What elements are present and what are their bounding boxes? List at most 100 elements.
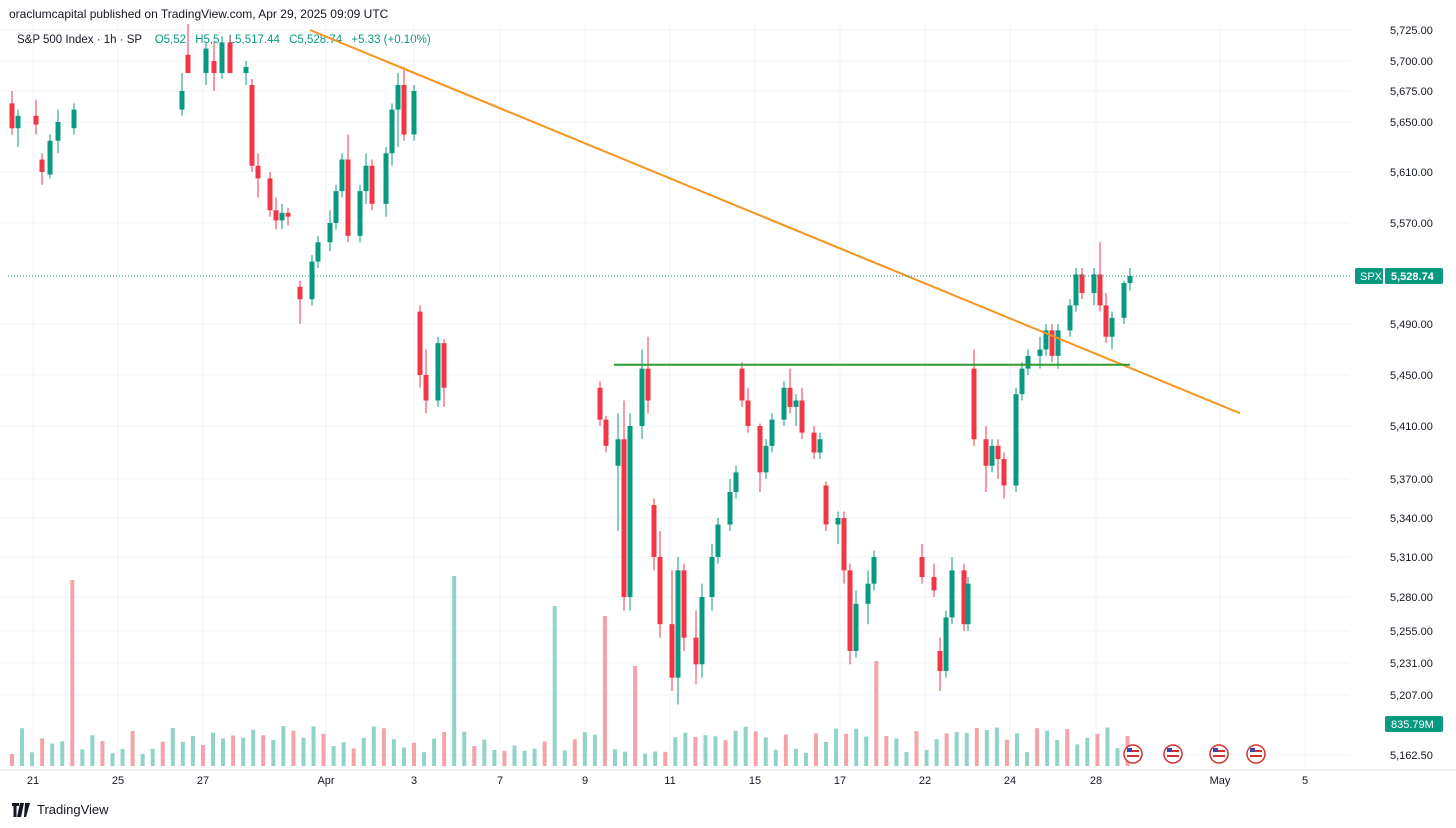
candle-body [733, 472, 739, 492]
volume-bar [834, 728, 839, 766]
candle-body [1097, 274, 1103, 306]
candle-body [757, 426, 763, 473]
time-tick-label: 17 [834, 775, 846, 787]
us-flag-icon [1213, 748, 1218, 752]
candle-body [1067, 305, 1073, 331]
price-tick-label: 5,675.00 [1390, 86, 1433, 98]
candle-body [435, 343, 441, 401]
time-tick-label: Apr [317, 775, 334, 787]
candle-body [249, 85, 255, 166]
volume-bar [241, 737, 246, 766]
volume-bar [914, 731, 919, 766]
volume-bar [904, 751, 909, 766]
candle-body [675, 570, 681, 678]
candle-body [401, 85, 407, 135]
time-tick-label: 3 [411, 775, 417, 787]
us-flag-icon [1127, 748, 1132, 752]
volume-bar [884, 736, 889, 766]
volume-bar [924, 750, 929, 766]
price-axis: 5,725.00 5,700.00 5,675.00 5,650.00 5,610.00… [1355, 25, 1443, 762]
candle-body [871, 557, 877, 584]
candle-body [363, 165, 369, 192]
symbol-label[interactable]: S&P 500 Index · 1h · SP [17, 34, 142, 46]
volume-bar [70, 580, 75, 766]
candle-body [727, 492, 733, 525]
candle-body [693, 637, 699, 665]
volume-bar [1095, 733, 1100, 766]
us-flag-icon [1127, 755, 1139, 757]
candle-body [395, 85, 401, 110]
volume-bar [301, 737, 306, 766]
tradingview-brand[interactable]: TradingView [10, 802, 109, 817]
volume-bar [984, 730, 989, 766]
candle-body [983, 439, 989, 466]
volume-bar [311, 726, 316, 766]
candle-body [1121, 283, 1127, 318]
volume-bar [361, 737, 366, 766]
volume-bar [20, 728, 25, 766]
time-tick-label: 22 [919, 775, 931, 787]
time-tick-label: 15 [749, 775, 761, 787]
symbol-legend: S&P 500 Index · 1h · SP O5,52 H5,5 L5,51… [17, 34, 431, 46]
candle-body [841, 518, 847, 571]
volume-bar [482, 739, 487, 766]
volume-bar [733, 730, 738, 766]
volume-bar [1075, 744, 1080, 766]
candle-body [33, 115, 39, 125]
candle-body [811, 432, 817, 453]
volume-bar [271, 739, 276, 766]
volume-bar [844, 733, 849, 766]
price-tick-label: 5,280.00 [1390, 592, 1433, 604]
us-flag-icon [1213, 750, 1225, 752]
volume-tag-label: 835.79M [1391, 719, 1434, 731]
price-tick-label: 5,410.00 [1390, 421, 1433, 433]
candle-body [715, 524, 721, 557]
volume-bar [190, 735, 195, 766]
candle-body [645, 368, 651, 401]
candle-body [279, 212, 285, 221]
volume-bar [30, 752, 35, 766]
candle-body [919, 557, 925, 577]
candle-body [799, 400, 805, 433]
ohlc-change: +5.33 (+0.10%) [351, 34, 431, 46]
volume-bar [1015, 733, 1019, 766]
volume-bar [1105, 727, 1110, 766]
volume-bar [412, 742, 416, 766]
volume-bar [261, 735, 266, 766]
candle-body [681, 570, 687, 638]
candle-body [603, 419, 609, 446]
candle-body [937, 651, 943, 671]
candle-body [1025, 355, 1031, 369]
volume-bar [160, 741, 165, 766]
candle-body [345, 159, 351, 236]
price-tick-label: 5,310.00 [1390, 552, 1433, 564]
volume-bar [824, 741, 829, 766]
volume-bar [894, 738, 899, 766]
candle-body [219, 42, 225, 73]
candle-body [411, 91, 417, 135]
volume-bar [251, 729, 256, 766]
volume-bar [743, 726, 748, 766]
candle-body [1073, 274, 1079, 306]
us-flag-icon [1250, 750, 1262, 752]
volume-bar [532, 748, 537, 766]
us-flag-icon [1250, 755, 1262, 757]
candle-body [961, 570, 967, 625]
candle-body [185, 54, 191, 73]
trendline [309, 29, 1241, 415]
candle-body [1037, 349, 1043, 356]
volume-bar [1004, 739, 1009, 766]
last-price-label: 5,528.74 [1391, 271, 1435, 283]
volume-bar [1045, 730, 1050, 766]
candle-body [651, 505, 657, 557]
volume-bar [552, 606, 557, 766]
candle-body [943, 617, 949, 671]
volume-bar [643, 753, 648, 766]
volume-bar [793, 748, 798, 766]
candle-body [203, 48, 209, 73]
volume-bar [663, 751, 668, 766]
candle-body [763, 445, 769, 473]
volume-bar [944, 733, 949, 766]
volume-bar [10, 754, 14, 766]
